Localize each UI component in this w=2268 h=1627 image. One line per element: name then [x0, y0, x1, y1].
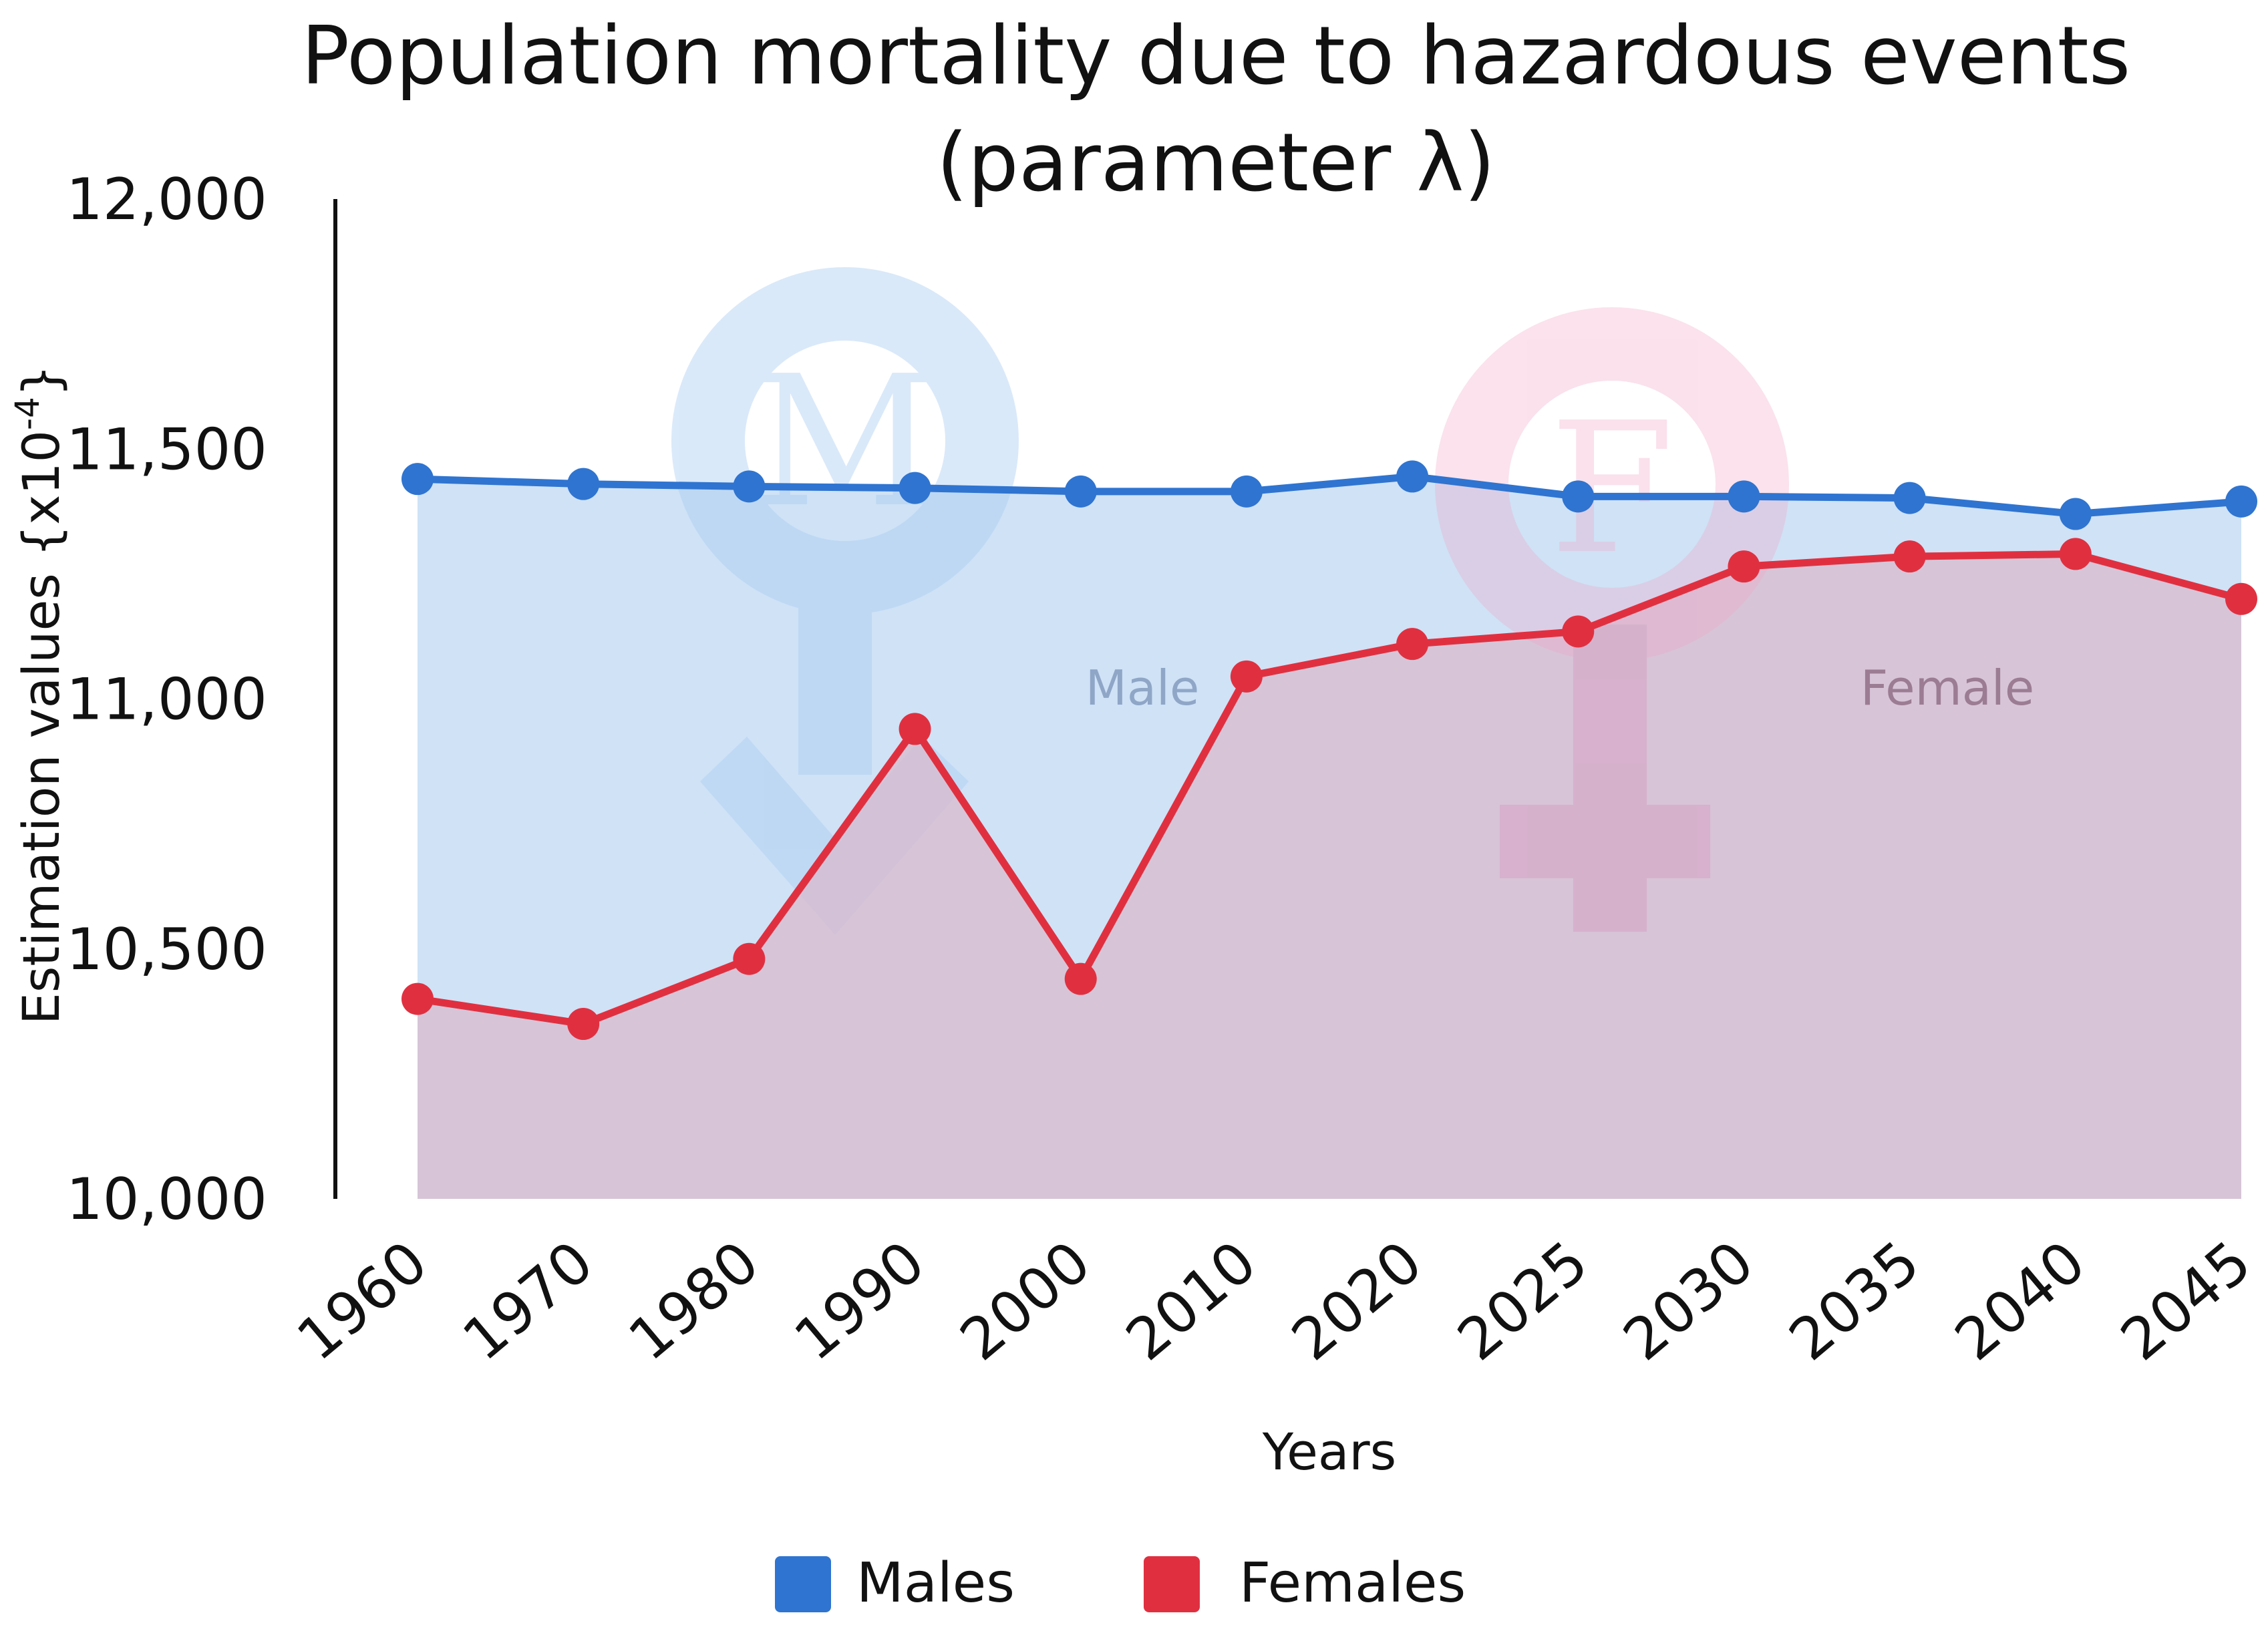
point-females-2000: [1064, 962, 1097, 995]
area-females: [418, 554, 2241, 1199]
point-males-2045: [2225, 485, 2257, 518]
point-males-1990: [899, 472, 931, 504]
x-tick-labels: 1960 1970 1980 1990 2000 2010 2020 2025 2030 2035…: [285, 1228, 2264, 1373]
point-females-2035: [1893, 540, 1926, 573]
y-axis-title-exponent: -4: [8, 397, 47, 430]
legend-label-males: Males: [856, 1552, 1015, 1615]
point-females-2045: [2225, 582, 2257, 615]
point-females-2025: [1562, 615, 1595, 648]
series-lines: [417, 472, 2243, 1028]
chart-title-line-1: Population mortality due to hazardous ev…: [301, 10, 2131, 103]
y-tick-labels: 10,000 10,500 11,000 11,500 12,000: [66, 166, 267, 1233]
x-tick-label: 2035: [1777, 1228, 1932, 1373]
point-males-1970: [567, 468, 600, 500]
x-tick-label: 2025: [1446, 1228, 1601, 1373]
chart-title-line-2: (parameter λ): [937, 117, 1495, 210]
point-males-2040: [2059, 498, 2092, 530]
y-axis-title-main: Estimation values {x10: [11, 430, 71, 1025]
x-tick-label: 1980: [617, 1228, 772, 1373]
legend-label-females: Females: [1239, 1552, 1466, 1615]
y-axis-title-close: }: [11, 365, 71, 397]
x-tick-label: 1970: [451, 1228, 606, 1373]
y-tick-label: 10,000: [66, 1166, 267, 1233]
point-males-2020: [1396, 460, 1429, 493]
y-tick-label: 12,000: [66, 166, 267, 233]
point-females-2020: [1396, 628, 1429, 661]
point-males-2000: [1064, 475, 1097, 508]
legend-swatch-males: [775, 1556, 831, 1612]
point-females-1980: [733, 942, 766, 975]
x-tick-label: 1990: [782, 1228, 937, 1373]
female-area-label: Female: [1860, 660, 2034, 716]
line-females: [417, 550, 2243, 1028]
point-females-1970: [567, 1008, 600, 1041]
point-females-2030: [1728, 550, 1760, 583]
x-axis-title: Years: [1262, 1422, 1397, 1481]
y-axis-title: Estimation values {x10-4}: [8, 365, 71, 1025]
x-tick-label: 2045: [2109, 1228, 2264, 1373]
series-markers: [401, 460, 2257, 1041]
male-symbol-letter: M: [753, 337, 937, 547]
line-males: [417, 472, 2242, 518]
x-tick-label: 1960: [285, 1228, 440, 1373]
point-males-1980: [733, 470, 766, 503]
female-area-layer: [418, 554, 2241, 1199]
x-tick-label: 2030: [1611, 1228, 1766, 1373]
x-tick-label: 2000: [948, 1228, 1103, 1373]
x-tick-label: 2040: [1943, 1228, 2098, 1373]
y-tick-label: 10,500: [66, 916, 267, 983]
point-males-2025: [1562, 480, 1595, 513]
legend: Males Females: [775, 1552, 1466, 1615]
point-females-2010: [1230, 660, 1263, 693]
x-tick-label: 2020: [1280, 1228, 1435, 1373]
point-males-2010: [1230, 475, 1263, 508]
x-tick-label: 2010: [1114, 1228, 1269, 1373]
y-tick-label: 11,500: [66, 416, 267, 483]
point-males-2030: [1728, 480, 1760, 513]
point-females-1960: [401, 982, 434, 1015]
point-males-2035: [1893, 482, 1926, 514]
point-males-1960: [401, 463, 434, 496]
point-females-1990: [899, 713, 931, 745]
legend-swatch-females: [1144, 1556, 1200, 1612]
male-area-label: Male: [1086, 660, 1200, 716]
point-females-2040: [2059, 538, 2092, 570]
y-tick-label: 11,000: [66, 667, 267, 733]
